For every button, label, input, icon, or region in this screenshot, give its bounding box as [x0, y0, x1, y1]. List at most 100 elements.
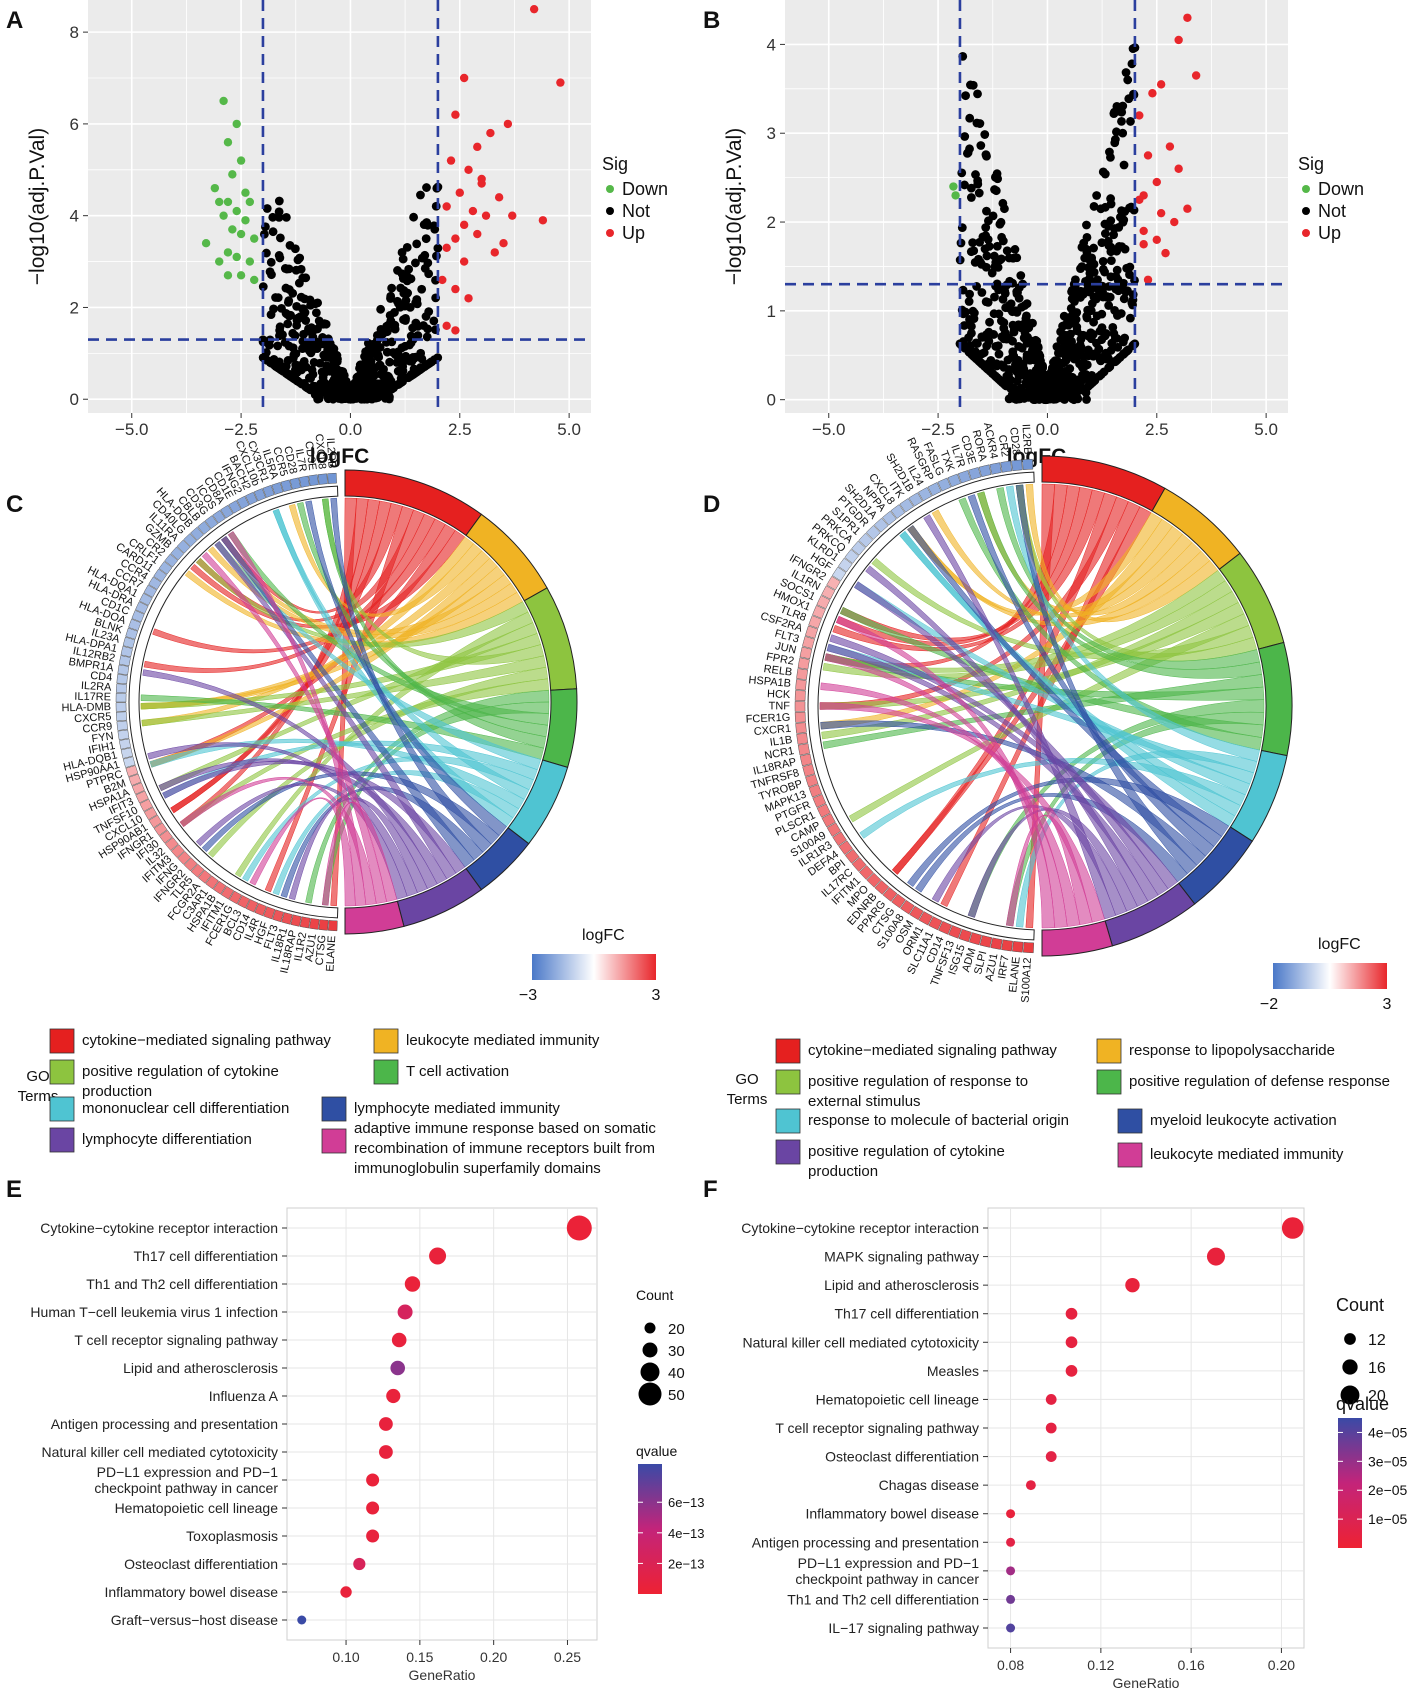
point-not-significant: [429, 316, 439, 326]
point-not-significant: [964, 333, 973, 343]
point-not-significant: [1119, 294, 1129, 304]
y-tick-label: 3: [767, 124, 776, 143]
point-not-significant: [1036, 374, 1046, 384]
point-not-significant: [1110, 138, 1120, 148]
colorbar-min: −2: [1260, 996, 1278, 1013]
legend-label: 12: [1368, 1332, 1386, 1349]
legend-label: Not: [622, 201, 650, 221]
gene-logfc-block: [1012, 941, 1024, 953]
point-not-significant: [1086, 328, 1096, 338]
point-not-significant: [1049, 373, 1059, 382]
point-not-significant: [400, 373, 410, 383]
point-not-significant: [417, 284, 427, 294]
gene-logfc-block: [237, 895, 251, 909]
go-terms-legend: GO Terms cytokine−mediated signaling pathw…: [18, 1028, 656, 1177]
gene-logfc-block: [116, 720, 128, 731]
category-label: Antigen processing and presentation: [51, 1416, 278, 1432]
dot-plot-E: 0.10 0.15 0.20 0.25 Cytokine−cytokine recept…: [30, 1207, 705, 1683]
point-not-significant: [1082, 220, 1091, 230]
legend-label: cytokine−mediated signaling pathway: [82, 1032, 331, 1049]
point-not-significant: [299, 329, 308, 339]
legend-title: qvalue: [1336, 1394, 1389, 1414]
point-not-significant: [416, 190, 425, 200]
gene-logfc-block: [170, 546, 185, 561]
point-not-significant: [338, 382, 348, 392]
gene-logfc-block: [317, 473, 328, 485]
point-up: [464, 165, 473, 174]
gene-label: CCR9: [82, 721, 113, 736]
point-not-significant: [382, 347, 392, 357]
point-not-significant: [1103, 236, 1113, 246]
gene-logfc-block: [948, 925, 962, 939]
legend-swatch: [321, 1128, 347, 1154]
point-not-significant: [1119, 160, 1129, 170]
point-not-significant: [1104, 301, 1114, 310]
point-not-significant: [311, 308, 321, 318]
category-label: Lipid and atherosclerosis: [824, 1277, 979, 1293]
point-up: [529, 4, 539, 14]
point-not-significant: [1043, 383, 1052, 393]
legend-swatch: [775, 1139, 801, 1165]
point-not-significant: [363, 345, 373, 355]
point-not-significant: [959, 321, 969, 330]
point-up: [451, 284, 460, 294]
data-dot: [366, 1501, 380, 1515]
gene-label: CXCR1: [753, 723, 791, 738]
gene-logfc-block: [794, 701, 806, 712]
gene-logfc-block: [799, 753, 813, 767]
legend-title: Terms: [18, 1088, 59, 1105]
x-tick-label: 0.0: [1036, 420, 1060, 439]
data-dot: [379, 1445, 393, 1459]
point-not-significant: [280, 264, 290, 273]
point-not-significant: [373, 351, 383, 360]
x-tick-label: 0.12: [1087, 1657, 1114, 1673]
gene-logfc-block: [263, 906, 276, 920]
legend-swatch: [321, 1096, 347, 1122]
point-not-significant: [987, 268, 997, 278]
legend-swatch: [775, 1108, 801, 1134]
legend-size-key: [1344, 1333, 1356, 1345]
point-not-significant: [288, 328, 298, 338]
gene-logfc-block: [805, 774, 819, 788]
y-tick-label: 0: [767, 391, 776, 410]
gene-logfc-block: [118, 738, 131, 750]
gene-logfc-block: [190, 526, 204, 541]
point-down: [215, 197, 224, 207]
gene-logfc-block: [253, 488, 267, 502]
gene-logfc-block: [837, 557, 853, 573]
point-not-significant: [381, 380, 391, 389]
point-not-significant: [964, 297, 974, 306]
point-not-significant: [1053, 357, 1063, 367]
legend-label: 6e−13: [668, 1495, 705, 1510]
data-dot: [1045, 1422, 1057, 1434]
point-not-significant: [1095, 326, 1105, 336]
point-up: [459, 73, 469, 83]
point-not-significant: [1029, 375, 1038, 385]
point-not-significant: [394, 299, 403, 308]
point-not-significant: [367, 379, 377, 388]
legend-label: positive regulation of defense response: [1129, 1073, 1390, 1090]
legend-swatch: [373, 1059, 399, 1085]
legend-label: 4e−05: [1368, 1424, 1408, 1440]
point-not-significant: [310, 299, 320, 309]
legend-label: Down: [622, 179, 668, 199]
gene-logfc-block: [808, 615, 822, 629]
legend-label: immunoglobulin superfamily domains: [354, 1160, 601, 1177]
point-up: [1143, 275, 1153, 284]
point-up: [490, 248, 499, 257]
point-up: [1174, 164, 1183, 173]
gene-logfc-block: [164, 553, 179, 568]
gene-logfc-block: [1011, 459, 1023, 472]
point-up: [1139, 226, 1148, 236]
point-not-significant: [1088, 349, 1098, 359]
chord-ribbon: [865, 565, 1149, 907]
point-not-significant: [1050, 383, 1060, 393]
point-not-significant: [965, 289, 974, 299]
legend-label: 2e−05: [1368, 1482, 1408, 1498]
point-not-significant: [1061, 355, 1071, 365]
gene-label: HCK: [767, 688, 791, 701]
point-down: [223, 248, 233, 257]
point-not-significant: [431, 201, 441, 211]
point-not-significant: [421, 234, 431, 244]
y-tick-label: 6: [70, 115, 79, 134]
